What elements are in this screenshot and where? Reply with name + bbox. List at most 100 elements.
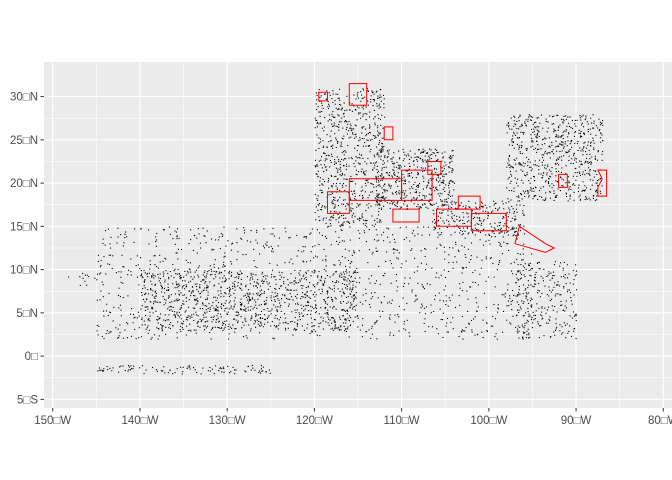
observation-point xyxy=(112,255,114,257)
observation-point xyxy=(350,210,352,212)
observation-point xyxy=(343,135,345,137)
observation-point xyxy=(220,296,222,298)
observation-point xyxy=(424,197,426,199)
observation-point xyxy=(207,325,209,327)
observation-point xyxy=(109,367,111,369)
observation-point xyxy=(142,298,145,300)
observation-point xyxy=(587,141,589,143)
observation-point xyxy=(268,310,270,312)
observation-point xyxy=(364,173,366,175)
observation-point xyxy=(346,288,348,290)
observation-point xyxy=(568,132,570,134)
observation-point xyxy=(354,108,356,111)
observation-point xyxy=(398,190,400,192)
observation-point xyxy=(439,184,441,186)
observation-point xyxy=(222,277,224,279)
observation-point xyxy=(197,267,199,269)
observation-point xyxy=(534,277,536,279)
observation-point xyxy=(398,176,400,178)
observation-point xyxy=(250,317,252,319)
observation-point xyxy=(283,283,285,285)
observation-point xyxy=(442,170,444,172)
observation-point xyxy=(241,289,243,291)
observation-point xyxy=(262,276,264,278)
observation-point xyxy=(349,307,351,309)
observation-point xyxy=(519,272,522,274)
observation-point xyxy=(199,318,201,320)
observation-point xyxy=(573,152,575,154)
observation-point xyxy=(575,320,577,322)
observation-point xyxy=(508,124,510,126)
observation-point xyxy=(531,137,533,139)
observation-point xyxy=(335,271,338,273)
observation-point xyxy=(138,337,140,339)
observation-point xyxy=(569,194,571,196)
observation-point xyxy=(333,122,335,124)
observation-point xyxy=(567,277,569,279)
observation-point xyxy=(210,316,212,318)
observation-point xyxy=(550,336,552,338)
observation-point xyxy=(289,236,291,239)
observation-point xyxy=(324,160,326,162)
observation-point xyxy=(205,316,207,318)
observation-point xyxy=(174,287,176,289)
observation-point xyxy=(573,315,576,317)
observation-point xyxy=(506,225,508,228)
observation-point xyxy=(241,303,243,306)
observation-point xyxy=(214,296,216,298)
observation-point xyxy=(554,282,556,284)
observation-point xyxy=(369,282,371,284)
observation-point xyxy=(342,203,345,205)
observation-point xyxy=(239,301,241,303)
observation-point xyxy=(352,288,354,290)
observation-point xyxy=(549,197,551,199)
observation-point xyxy=(577,187,580,189)
observation-point xyxy=(468,232,470,234)
observation-point xyxy=(190,239,192,241)
observation-point xyxy=(254,326,257,328)
observation-point xyxy=(410,172,413,174)
observation-point xyxy=(411,291,413,293)
observation-point xyxy=(324,166,326,168)
observation-point xyxy=(253,260,255,262)
observation-point xyxy=(476,207,478,209)
observation-point xyxy=(392,234,394,236)
observation-point xyxy=(247,295,249,297)
observation-point xyxy=(140,270,142,272)
observation-point xyxy=(529,166,531,168)
observation-point xyxy=(590,163,592,165)
observation-point xyxy=(220,287,222,289)
observation-point xyxy=(518,279,520,281)
observation-point xyxy=(355,297,357,299)
observation-point xyxy=(331,327,334,329)
observation-point xyxy=(392,202,394,204)
observation-point xyxy=(344,257,346,259)
observation-point xyxy=(373,99,375,101)
observation-point xyxy=(311,228,313,230)
observation-point xyxy=(393,252,395,254)
observation-point xyxy=(231,243,233,245)
observation-point xyxy=(272,251,274,253)
observation-point xyxy=(580,161,582,163)
observation-point xyxy=(273,338,275,340)
observation-point xyxy=(245,307,247,309)
observation-point xyxy=(325,321,327,323)
observation-point xyxy=(393,171,395,173)
observation-point xyxy=(415,198,418,200)
observation-point xyxy=(432,186,435,188)
observation-point xyxy=(468,261,470,263)
observation-point xyxy=(215,319,217,321)
observation-point xyxy=(264,304,266,306)
observation-point xyxy=(347,123,349,125)
observation-point xyxy=(177,321,179,323)
observation-point xyxy=(585,196,587,198)
observation-point xyxy=(240,303,242,305)
observation-point xyxy=(450,234,452,236)
observation-point xyxy=(247,293,249,295)
observation-point xyxy=(239,274,241,276)
observation-point xyxy=(343,102,345,104)
observation-point xyxy=(466,221,468,223)
observation-point xyxy=(425,195,427,197)
observation-point xyxy=(325,222,327,224)
